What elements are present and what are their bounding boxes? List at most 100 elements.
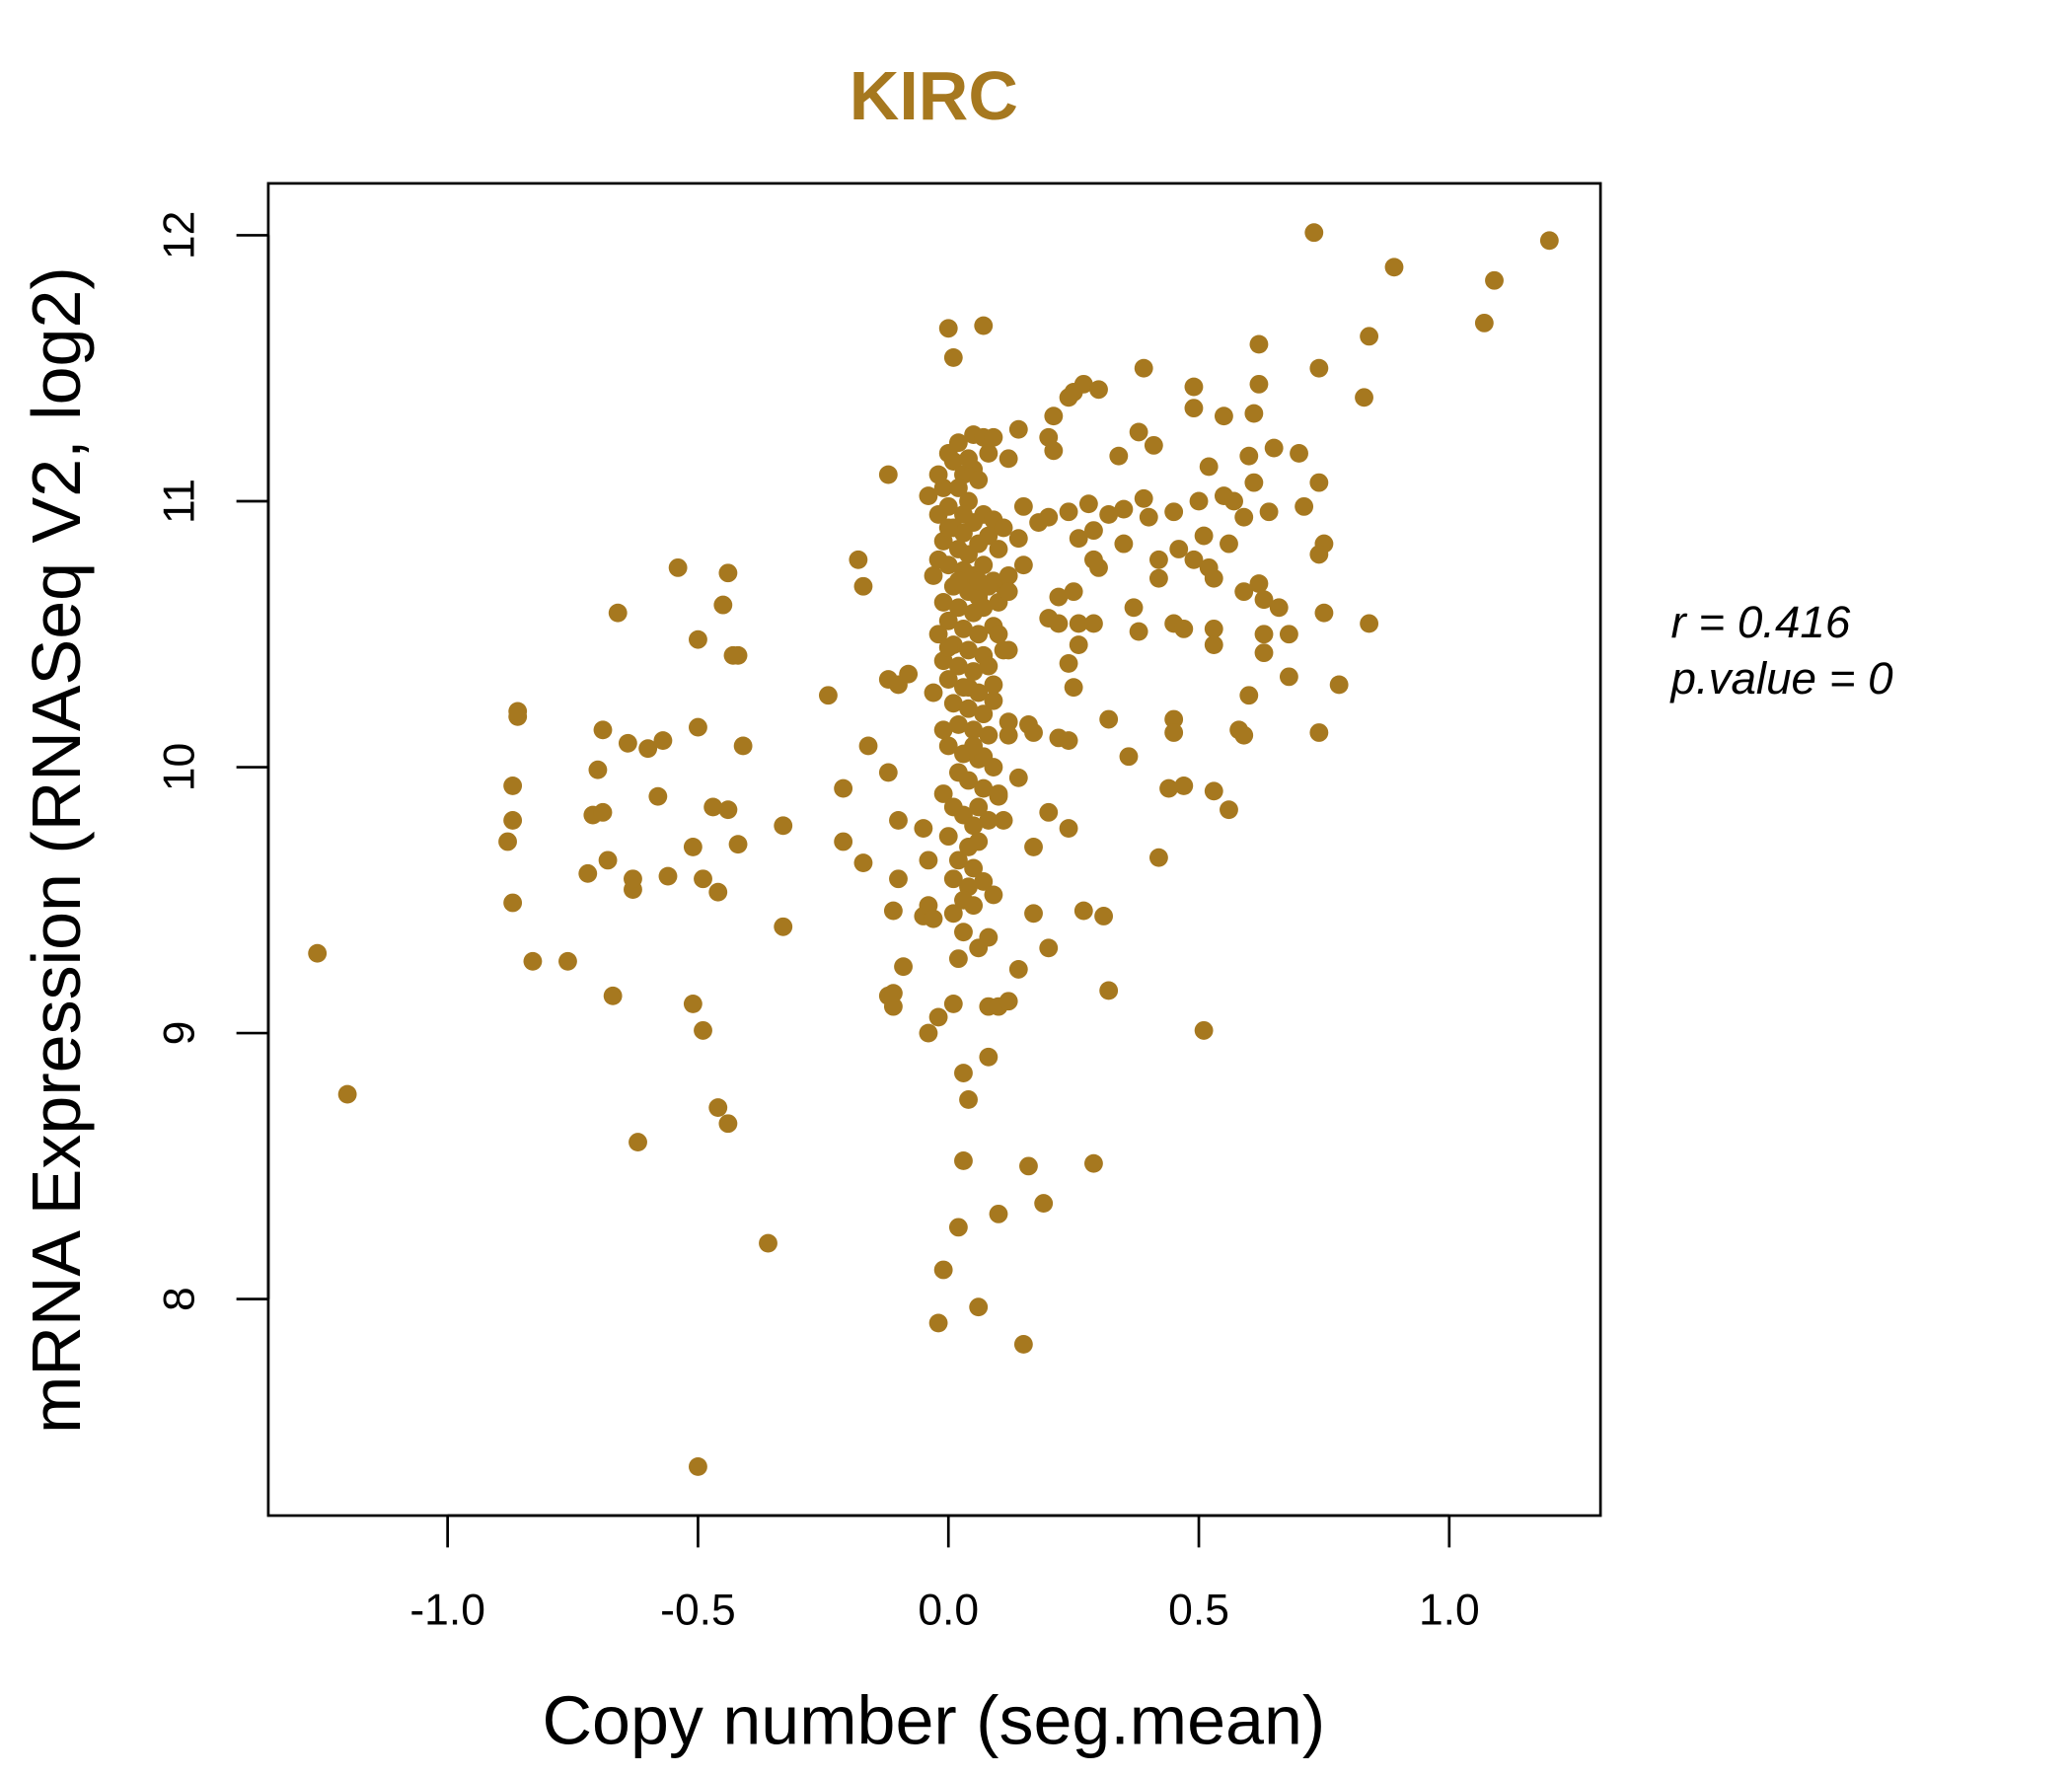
data-point xyxy=(999,566,1018,585)
data-point xyxy=(503,811,523,830)
data-point xyxy=(974,778,994,798)
data-point xyxy=(889,869,908,889)
data-point xyxy=(1329,675,1349,695)
data-point xyxy=(1013,1335,1033,1354)
data-point xyxy=(834,778,853,798)
data-point xyxy=(974,598,994,618)
data-point xyxy=(883,901,903,921)
data-point xyxy=(948,571,968,591)
data-point xyxy=(1134,488,1153,508)
data-point xyxy=(938,670,958,690)
data-point xyxy=(1084,1153,1103,1173)
y-axis-label: mRNA Expression (RNASeq V2, log2) xyxy=(18,266,95,1434)
data-point xyxy=(708,1098,728,1117)
data-point xyxy=(994,518,1013,538)
data-point xyxy=(1244,404,1264,423)
data-point xyxy=(1279,625,1298,644)
data-point xyxy=(1034,1194,1054,1214)
data-point xyxy=(1099,505,1119,524)
x-tick-label: 0.0 xyxy=(918,1586,979,1634)
data-point xyxy=(1249,574,1269,593)
data-point xyxy=(694,1020,712,1040)
x-axis-label: Copy number (seg.mean) xyxy=(543,1682,1326,1759)
data-point xyxy=(938,637,958,657)
data-point xyxy=(1224,491,1243,511)
data-point xyxy=(1159,778,1178,798)
data-point xyxy=(1129,622,1148,641)
data-point xyxy=(964,896,984,916)
data-point xyxy=(1024,723,1043,742)
data-point xyxy=(689,629,707,649)
data-point xyxy=(1355,388,1373,407)
data-point xyxy=(979,725,999,745)
data-point xyxy=(894,957,913,977)
data-point xyxy=(713,595,733,615)
data-point xyxy=(919,486,938,506)
data-point xyxy=(593,720,613,740)
data-point xyxy=(984,675,1003,695)
data-point xyxy=(914,819,933,838)
data-point xyxy=(853,853,873,872)
data-point xyxy=(1078,494,1098,514)
data-point xyxy=(1013,555,1033,575)
data-point xyxy=(718,1114,738,1134)
data-point xyxy=(1204,568,1223,588)
data-point xyxy=(938,555,958,575)
data-point xyxy=(1109,446,1129,466)
data-point xyxy=(1539,231,1559,251)
data-point xyxy=(703,797,723,817)
data-point xyxy=(933,1260,953,1280)
data-point xyxy=(964,720,984,740)
data-point xyxy=(1174,776,1194,795)
data-point xyxy=(878,465,898,484)
data-point xyxy=(999,640,1018,660)
data-point xyxy=(1049,587,1069,607)
x-tick-label: -0.5 xyxy=(660,1586,736,1634)
data-point xyxy=(683,837,703,856)
data-point xyxy=(759,1233,777,1253)
data-point xyxy=(624,869,642,889)
data-point xyxy=(999,449,1018,469)
data-point xyxy=(959,449,978,469)
data-point xyxy=(1279,667,1298,687)
data-point xyxy=(948,598,968,618)
correlation-r: r = 0.416 xyxy=(1670,597,1850,647)
data-point xyxy=(728,645,748,665)
data-point xyxy=(1164,502,1184,522)
data-point xyxy=(899,664,919,684)
data-point xyxy=(668,557,688,577)
data-point xyxy=(774,917,793,936)
data-point xyxy=(924,909,943,928)
data-point xyxy=(1114,499,1134,519)
p-value: p.value = 0 xyxy=(1668,653,1893,703)
data-point xyxy=(954,505,973,524)
data-point xyxy=(1485,270,1504,290)
data-point xyxy=(938,611,958,630)
data-point xyxy=(933,592,953,612)
data-point xyxy=(718,800,738,820)
data-point xyxy=(498,832,517,851)
data-point xyxy=(999,992,1018,1011)
data-point xyxy=(1309,545,1329,564)
data-point xyxy=(1249,374,1269,394)
data-point xyxy=(989,540,1008,558)
data-point xyxy=(834,832,853,851)
data-point xyxy=(943,347,963,367)
data-point xyxy=(1194,526,1214,546)
chart-title: KIRC xyxy=(850,57,1018,134)
data-point xyxy=(1124,598,1144,618)
data-point xyxy=(979,927,999,947)
data-point xyxy=(994,811,1013,830)
data-point xyxy=(1259,502,1279,522)
data-point xyxy=(979,1047,999,1067)
data-point xyxy=(1220,800,1238,820)
data-point xyxy=(708,882,728,902)
data-point xyxy=(1059,502,1078,522)
data-point xyxy=(1184,550,1204,569)
data-point xyxy=(974,555,994,575)
data-point xyxy=(638,739,658,759)
data-point xyxy=(598,851,618,870)
data-point xyxy=(1084,521,1103,541)
data-point xyxy=(1199,457,1219,477)
data-point xyxy=(1029,513,1049,532)
